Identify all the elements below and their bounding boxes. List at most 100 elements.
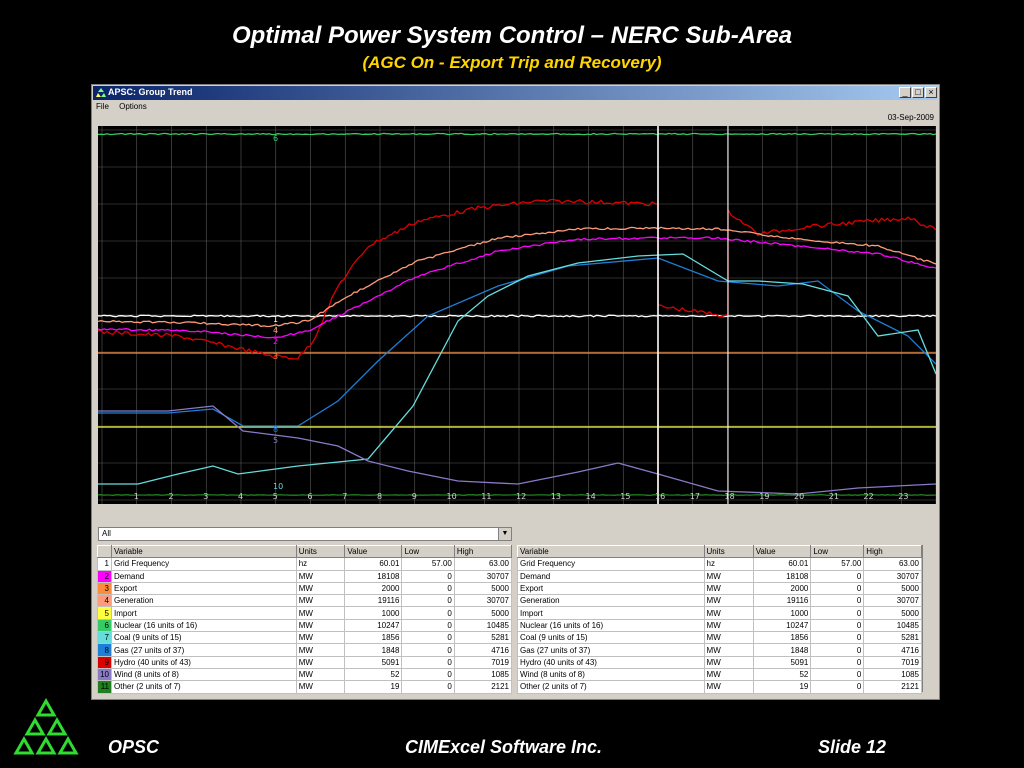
variable-name: Hydro (40 units of 43) bbox=[111, 655, 297, 669]
variable-units: MW bbox=[703, 618, 754, 633]
hour-tick-label: 17 bbox=[690, 492, 700, 501]
table-row[interactable]: 4 Generation MW 19116 0 30707 bbox=[97, 594, 513, 608]
variable-high: 10485 bbox=[863, 618, 922, 633]
variable-value: 1000 bbox=[344, 606, 403, 620]
variable-name: Export bbox=[517, 581, 705, 596]
trace-label: 2 bbox=[273, 337, 278, 346]
variable-name: Coal (9 units of 15) bbox=[517, 631, 705, 645]
column-header-low[interactable]: Low bbox=[810, 544, 865, 559]
variable-units: MW bbox=[295, 631, 346, 645]
variable-units: MW bbox=[703, 667, 754, 682]
table-row[interactable]: 9 Hydro (40 units of 43) MW 5091 0 7019 bbox=[97, 655, 513, 669]
maximize-button[interactable]: □ bbox=[912, 87, 924, 98]
variable-units: MW bbox=[295, 643, 346, 657]
table-row[interactable]: Grid Frequency hz 60.01 57.00 63.00 bbox=[517, 557, 922, 571]
table-row[interactable]: 10 Wind (8 units of 8) MW 52 0 1085 bbox=[97, 667, 513, 682]
table-row[interactable]: Generation MW 19116 0 30707 bbox=[517, 594, 922, 608]
column-header-value[interactable]: Value bbox=[752, 544, 812, 559]
group-selector[interactable]: All ▼ bbox=[98, 527, 512, 541]
slide-title: Optimal Power System Control – NERC Sub-… bbox=[231, 22, 793, 49]
table-row[interactable]: 11 Other (2 units of 7) MW 19 0 2121 bbox=[97, 680, 513, 694]
table-row[interactable]: Export MW 2000 0 5000 bbox=[517, 581, 922, 596]
window-titlebar[interactable]: APSC: Group Trend _ □ × bbox=[93, 86, 938, 100]
column-header-low[interactable]: Low bbox=[401, 544, 455, 559]
menu-options[interactable]: Options bbox=[119, 102, 147, 111]
table-row[interactable]: 7 Coal (9 units of 15) MW 1856 0 5281 bbox=[97, 631, 513, 645]
trace-label: 6 bbox=[273, 134, 278, 143]
menu-file[interactable]: File bbox=[96, 102, 109, 111]
hour-tick-label: 20 bbox=[794, 492, 804, 501]
variable-high: 30707 bbox=[453, 594, 513, 608]
variable-value: 5091 bbox=[752, 655, 812, 669]
minimize-button[interactable]: _ bbox=[899, 87, 911, 98]
variable-value: 19 bbox=[344, 680, 403, 694]
variable-low: 0 bbox=[401, 667, 455, 682]
table-row[interactable]: 2 Demand MW 18108 0 30707 bbox=[97, 569, 513, 583]
variable-units: MW bbox=[295, 581, 346, 596]
column-header-high[interactable]: High bbox=[863, 544, 922, 559]
table-row[interactable]: Wind (8 units of 8) MW 52 0 1085 bbox=[517, 667, 922, 682]
variable-low: 0 bbox=[401, 631, 455, 645]
table-row[interactable]: Other (2 units of 7) MW 19 0 2121 bbox=[517, 680, 922, 694]
trace-label: 3 bbox=[273, 352, 278, 361]
hour-tick-label: 6 bbox=[308, 492, 313, 501]
variable-value: 60.01 bbox=[752, 557, 812, 571]
column-header-units[interactable]: Units bbox=[703, 544, 754, 559]
variable-value: 1848 bbox=[752, 643, 812, 657]
variable-high: 30707 bbox=[453, 569, 513, 583]
menu-bar: File Options bbox=[96, 102, 155, 114]
variable-value: 18108 bbox=[752, 569, 812, 583]
variable-units: MW bbox=[703, 569, 754, 583]
variable-high: 7019 bbox=[453, 655, 513, 669]
variable-value: 52 bbox=[344, 667, 403, 682]
trace-demand bbox=[98, 236, 936, 339]
table-row[interactable]: 8 Gas (27 units of 37) MW 1848 0 4716 bbox=[97, 643, 513, 657]
table-row[interactable]: Coal (9 units of 15) MW 1856 0 5281 bbox=[517, 631, 922, 645]
chevron-down-icon[interactable]: ▼ bbox=[498, 528, 511, 540]
column-header-high[interactable]: High bbox=[453, 544, 513, 559]
variable-low: 0 bbox=[401, 618, 455, 633]
variable-name: Coal (9 units of 15) bbox=[111, 631, 297, 645]
column-header-variable[interactable]: Variable bbox=[517, 544, 705, 559]
group-trend-window: APSC: Group Trend _ □ × File Options 03-… bbox=[91, 84, 940, 700]
close-button[interactable]: × bbox=[925, 87, 937, 98]
table-row[interactable]: 5 Import MW 1000 0 5000 bbox=[97, 606, 513, 620]
table-row[interactable]: Nuclear (16 units of 16) MW 10247 0 10485 bbox=[517, 618, 922, 633]
table-row[interactable]: 6 Nuclear (16 units of 16) MW 10247 0 10485 bbox=[97, 618, 513, 633]
trace-coal bbox=[98, 253, 936, 485]
table-row[interactable]: 3 Export MW 2000 0 5000 bbox=[97, 581, 513, 596]
app-icon bbox=[96, 88, 106, 97]
variable-name: Demand bbox=[111, 569, 297, 583]
variable-high: 7019 bbox=[863, 655, 922, 669]
column-header-value[interactable]: Value bbox=[344, 544, 403, 559]
table-row[interactable]: Demand MW 18108 0 30707 bbox=[517, 569, 922, 583]
table-row[interactable]: Gas (27 units of 37) MW 1848 0 4716 bbox=[517, 643, 922, 657]
column-header-units[interactable]: Units bbox=[295, 544, 346, 559]
variable-high: 30707 bbox=[863, 594, 922, 608]
table-scrollbar[interactable] bbox=[922, 545, 935, 692]
table-row[interactable]: 1 Grid Frequency hz 60.01 57.00 63.00 bbox=[97, 557, 513, 571]
variable-high: 63.00 bbox=[453, 557, 513, 571]
variable-name: Demand bbox=[517, 569, 705, 583]
table-row[interactable]: Hydro (40 units of 43) MW 5091 0 7019 bbox=[517, 655, 922, 669]
column-header-variable[interactable]: Variable bbox=[111, 544, 297, 559]
trace-hydro bbox=[98, 198, 936, 360]
company-logo bbox=[13, 698, 79, 755]
variable-high: 5000 bbox=[863, 606, 922, 620]
hour-tick-label: 11 bbox=[481, 492, 491, 501]
trace-wind bbox=[98, 405, 936, 495]
group-selector-value: All bbox=[102, 529, 111, 538]
column-header-index bbox=[97, 544, 112, 559]
variable-high: 5000 bbox=[863, 581, 922, 596]
variable-low: 57.00 bbox=[401, 557, 455, 571]
hour-tick-label: 7 bbox=[342, 492, 347, 501]
variable-value: 19116 bbox=[344, 594, 403, 608]
variable-value: 19116 bbox=[752, 594, 812, 608]
footer-left: OPSC bbox=[108, 737, 160, 757]
variable-value: 1848 bbox=[344, 643, 403, 657]
variable-units: MW bbox=[295, 655, 346, 669]
variable-low: 0 bbox=[810, 606, 865, 620]
table-row[interactable]: Import MW 1000 0 5000 bbox=[517, 606, 922, 620]
hour-tick-label: 23 bbox=[898, 492, 908, 501]
